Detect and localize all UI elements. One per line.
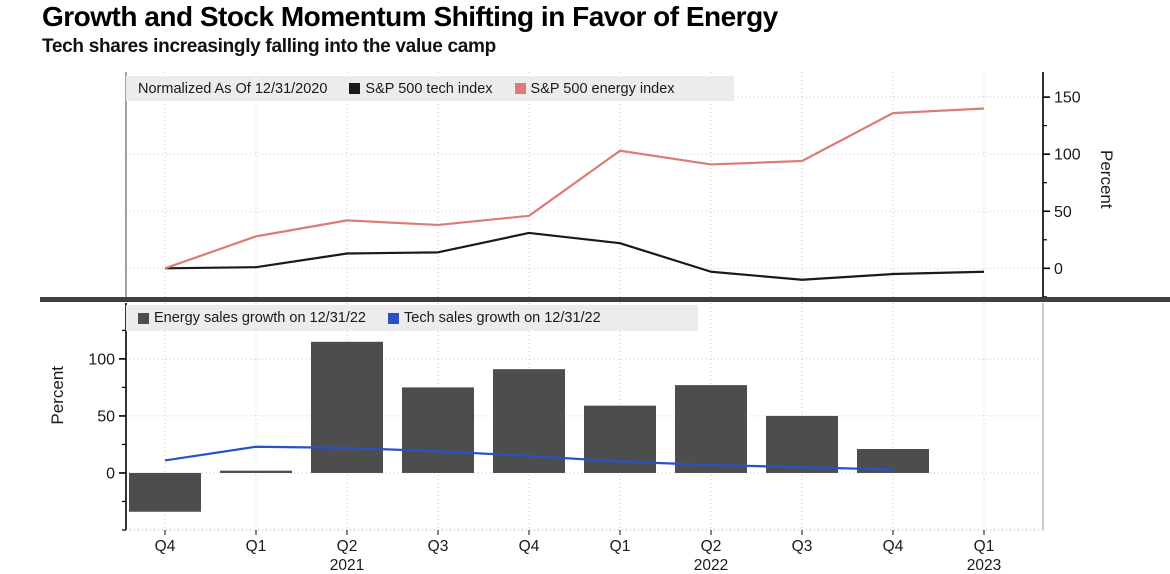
x-tick-label: Q4 — [519, 538, 540, 555]
energy-sales-bar — [857, 449, 929, 473]
y-tick-label: 50 — [97, 408, 115, 425]
x-tick-label: Q3 — [428, 538, 449, 555]
y-tick-label: 0 — [106, 465, 115, 482]
legend-label-energy-sales: Energy sales growth on 12/31/22 — [154, 310, 366, 326]
energy-sales-bar — [129, 472, 201, 512]
y-tick-label: 150 — [1054, 90, 1081, 107]
bottom-yaxis-title: Percent — [48, 366, 67, 425]
x-year-label: 2021 — [330, 557, 364, 574]
legend-item-energy-index: S&P 500 energy index — [514, 80, 675, 97]
top-chart-legend: Normalized As Of 12/31/2020 S&P 500 tech… — [126, 76, 734, 101]
legend-label-energy-index: S&P 500 energy index — [530, 80, 675, 97]
bottom-chart-legend: Energy sales growth on 12/31/22 Tech sal… — [126, 305, 698, 331]
x-year-label: 2022 — [694, 557, 728, 574]
x-tick-label: Q4 — [155, 538, 176, 555]
y-tick-label: 100 — [88, 351, 115, 368]
x-tick-label: Q3 — [792, 538, 813, 555]
legend-item-tech-index: S&P 500 tech index — [349, 80, 493, 97]
x-tick-label: Q1 — [974, 538, 995, 555]
energy-sales-bar — [311, 341, 383, 473]
page-title: Growth and Stock Momentum Shifting in Fa… — [42, 1, 778, 32]
panel-divider — [40, 297, 1170, 302]
index-line-series — [164, 107, 985, 270]
x-tick-label: Q4 — [883, 538, 904, 555]
y-tick-label: 50 — [1054, 204, 1072, 221]
x-tick-label: Q1 — [246, 538, 267, 555]
legend-item-tech-sales: Tech sales growth on 12/31/22 — [388, 310, 601, 326]
energy-sales-bar — [220, 470, 292, 473]
y-tick-label: 0 — [1054, 261, 1063, 278]
top-yaxis-title: Percent — [1097, 150, 1116, 209]
x-tick-label: Q2 — [337, 538, 358, 555]
x-year-label: 2023 — [967, 557, 1001, 574]
tech-sales-swatch-icon — [388, 312, 399, 324]
index-line-series — [164, 231, 985, 281]
energy-sales-swatch-icon — [138, 312, 149, 324]
legend-note: Normalized As Of 12/31/2020 — [138, 80, 328, 97]
legend-item-energy-sales: Energy sales growth on 12/31/22 — [138, 310, 366, 326]
tech-sales-line-series — [164, 445, 894, 471]
x-tick-label: Q2 — [701, 538, 722, 555]
energy-sales-bar — [766, 415, 838, 473]
legend-label-tech-sales: Tech sales growth on 12/31/22 — [404, 310, 601, 326]
energy-index-swatch-icon — [514, 83, 526, 94]
energy-sales-bar — [402, 387, 474, 473]
x-tick-label: Q1 — [610, 538, 631, 555]
y-tick-label: 100 — [1054, 147, 1081, 164]
energy-sales-bar — [675, 385, 747, 473]
legend-label-tech-index: S&P 500 tech index — [365, 80, 493, 97]
page-subtitle: Tech shares increasingly falling into th… — [42, 36, 496, 57]
tech-index-swatch-icon — [349, 83, 361, 94]
